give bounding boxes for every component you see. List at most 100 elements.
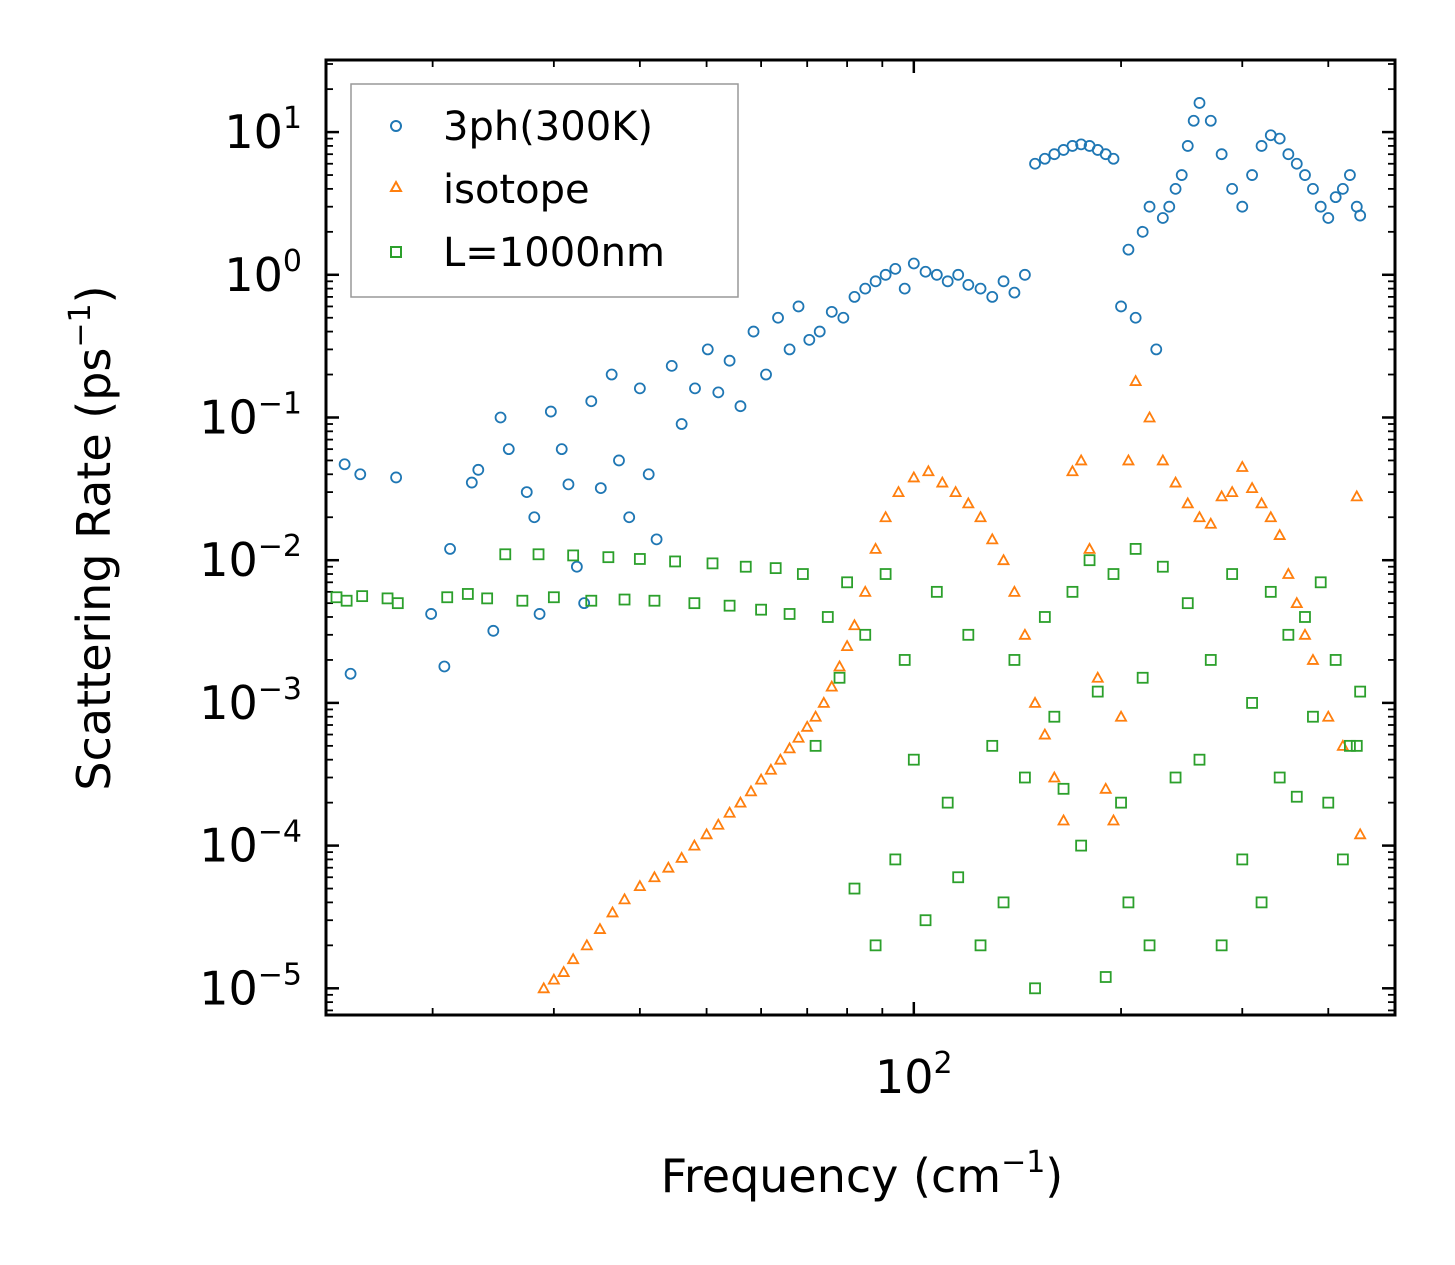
data-point — [642, 468, 655, 481]
data-point — [618, 593, 631, 606]
data-point — [974, 282, 987, 295]
data-point — [869, 542, 883, 554]
data-point — [833, 659, 847, 672]
data-point — [647, 870, 661, 883]
legend-marker-3ph — [390, 120, 402, 132]
data-point — [833, 671, 846, 684]
data-point — [879, 268, 892, 281]
data-point — [494, 411, 507, 424]
data-point — [344, 667, 357, 680]
data-point — [520, 486, 533, 499]
data-point — [733, 795, 747, 808]
data-point — [1175, 169, 1188, 181]
data-point — [952, 871, 965, 884]
data-point — [1114, 709, 1128, 722]
data-point — [566, 952, 580, 965]
data-point — [391, 597, 404, 610]
data-point — [1065, 464, 1079, 477]
data-point — [1350, 739, 1363, 752]
data-point — [1169, 475, 1183, 488]
y-tick-labels: 101 100 10−1 10−2 10−3 10−4 10−5 — [199, 101, 302, 1015]
legend-label-L1000nm: L=1000nm — [443, 230, 665, 276]
data-point — [1150, 343, 1163, 356]
data-point — [1008, 654, 1021, 666]
data-point — [817, 696, 831, 708]
data-point — [825, 679, 839, 692]
data-point — [1019, 771, 1031, 784]
data-point — [1181, 496, 1195, 509]
data-point — [441, 591, 454, 604]
data-point — [772, 311, 784, 324]
data-point — [1225, 485, 1239, 498]
data-point — [648, 594, 661, 607]
data-point — [1314, 200, 1327, 213]
data-point — [1329, 191, 1342, 204]
legend-label-isotope: isotope — [443, 167, 590, 213]
data-point — [813, 325, 826, 338]
data-point — [1204, 114, 1217, 127]
data-point — [1018, 627, 1032, 640]
data-point — [921, 464, 935, 477]
data-point — [547, 972, 561, 985]
data-point — [755, 603, 767, 616]
data-point — [594, 482, 607, 495]
data-point — [1115, 796, 1127, 809]
data-point — [997, 896, 1010, 909]
data-point — [1083, 554, 1096, 567]
data-point — [723, 354, 736, 367]
data-point — [1156, 453, 1170, 466]
data-point — [1008, 286, 1021, 299]
data-point — [1163, 200, 1176, 213]
data-point — [941, 796, 954, 809]
data-point — [1307, 182, 1319, 195]
data-point — [1099, 971, 1112, 983]
data-point — [1038, 727, 1052, 740]
data-point — [1245, 481, 1259, 494]
data-point — [1099, 781, 1113, 794]
data-point — [557, 965, 571, 977]
data-point — [1136, 225, 1149, 238]
data-point — [1038, 152, 1051, 165]
data-point — [847, 618, 862, 631]
data-point — [1091, 670, 1105, 683]
data-point — [472, 463, 485, 476]
data-point — [1336, 182, 1349, 195]
data-point — [700, 827, 714, 840]
data-point — [1156, 212, 1169, 224]
data-point — [338, 458, 351, 471]
data-point — [665, 359, 678, 372]
series-square — [330, 542, 1367, 995]
data-point — [687, 838, 701, 851]
data-point — [533, 608, 546, 620]
data-point — [1187, 114, 1200, 127]
data-point — [1350, 489, 1364, 502]
data-point — [962, 278, 975, 291]
data-point — [1255, 140, 1268, 152]
data-point — [1038, 611, 1051, 623]
data-point — [555, 443, 568, 456]
data-point — [544, 405, 557, 418]
data-point — [1074, 453, 1088, 466]
data-point — [1122, 896, 1135, 909]
series-circle — [338, 97, 1367, 680]
data-point — [1057, 813, 1071, 826]
data-point — [859, 628, 872, 641]
data-point — [669, 555, 681, 568]
data-point — [712, 386, 725, 399]
data-point — [744, 784, 758, 797]
data-point — [1143, 939, 1156, 952]
data-point — [661, 860, 675, 873]
data-point — [961, 496, 975, 509]
y-tick-label: 101 — [224, 101, 302, 159]
data-point — [1048, 148, 1061, 161]
data-point — [1129, 311, 1142, 324]
data-point — [444, 542, 456, 555]
data-point — [605, 905, 620, 918]
x-axis-label: Frequency (cm−1) — [661, 1145, 1064, 1203]
data-point — [1273, 528, 1287, 540]
data-point — [952, 268, 965, 281]
data-point — [390, 471, 403, 484]
legend-marker-isotope — [389, 179, 403, 192]
data-point — [889, 262, 902, 275]
data-point — [792, 300, 805, 313]
